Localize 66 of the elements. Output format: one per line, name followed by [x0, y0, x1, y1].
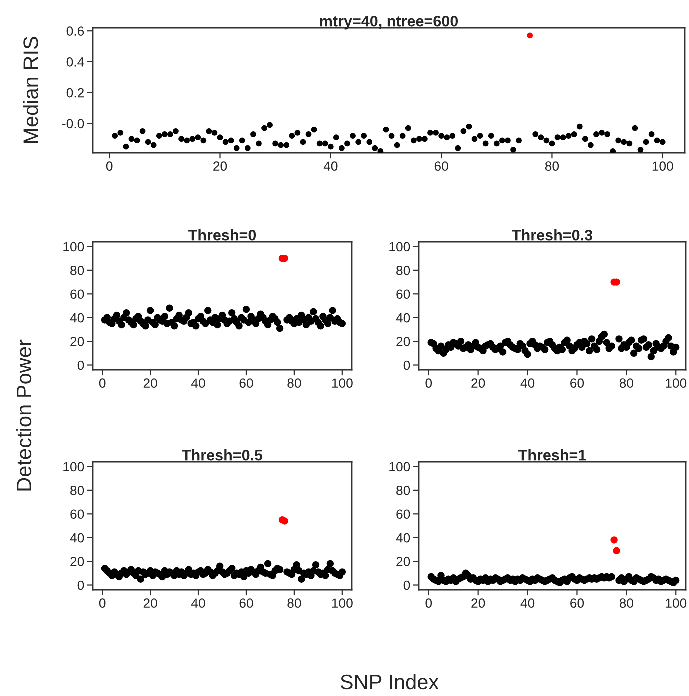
y-tick-label: 20 [70, 337, 84, 346]
y-tick-label: 80 [70, 486, 84, 496]
x-tick-label: 20 [472, 378, 486, 388]
x-tick-label: 40 [191, 598, 206, 608]
y-tick-label: 60 [396, 290, 410, 300]
y-tick-label: 0 [404, 360, 410, 370]
y-tick-label: 60 [396, 510, 410, 520]
x-tick-label: 0 [99, 378, 106, 388]
y-tick-label: 80 [396, 266, 410, 276]
y-tick-label: 20 [396, 557, 410, 566]
x-tick-label: 60 [570, 598, 584, 608]
y-tick-label: 80 [396, 486, 410, 496]
x-axis-title: SNP Index [340, 674, 439, 690]
chart-title: Thresh=0.3 [512, 230, 592, 241]
chart-title: Thresh=0.5 [182, 450, 263, 461]
y-tick-label: 100 [64, 242, 84, 252]
x-tick-label: 60 [434, 162, 448, 172]
y-tick-label: 40 [396, 313, 410, 323]
y-tick-label: 0.6 [66, 26, 84, 36]
x-tick-label: 60 [570, 378, 584, 388]
y-tick-label: -0.0 [62, 119, 84, 129]
x-tick-label: 60 [240, 378, 254, 388]
y-tick-label: 60 [70, 510, 84, 520]
x-tick-label: 80 [288, 378, 302, 388]
y-tick-label: 60 [70, 290, 84, 300]
y-tick-label: 0 [404, 580, 410, 590]
x-tick-label: 100 [332, 378, 353, 388]
x-tick-label: 100 [332, 598, 353, 608]
x-tick-label: 60 [240, 598, 254, 608]
x-tick-label: 0 [99, 598, 106, 608]
chart-title: mtry=40, ntree=600 [320, 16, 458, 30]
x-tick-label: 20 [214, 162, 228, 172]
x-tick-label: 20 [144, 598, 158, 608]
x-tick-label: 80 [545, 162, 560, 172]
x-tick-label: 40 [324, 162, 338, 172]
x-tick-label: 40 [520, 378, 535, 388]
x-tick-label: 100 [652, 162, 674, 172]
chart-title: Thresh=1 [518, 450, 586, 461]
y-tick-label: 100 [390, 242, 410, 252]
y-tick-label: 100 [390, 462, 410, 472]
y-tick-label: 80 [70, 266, 84, 276]
chart-title: Thresh=0 [188, 230, 256, 241]
x-tick-label: 100 [666, 378, 687, 388]
y-tick-label: 0 [78, 580, 84, 590]
x-tick-label: 0 [426, 598, 432, 608]
y-tick-label: 40 [70, 313, 84, 323]
x-tick-label: 80 [620, 598, 634, 608]
y-tick-label: 20 [396, 337, 410, 346]
x-tick-label: 0 [426, 378, 432, 388]
y-tick-label: 0.4 [66, 58, 84, 67]
y-tick-label: 0 [78, 360, 84, 370]
x-tick-label: 20 [472, 598, 486, 608]
x-tick-label: 80 [620, 378, 634, 388]
y-axis-title: Median RIS [23, 37, 38, 144]
y-tick-label: 40 [70, 533, 84, 543]
x-tick-label: 40 [520, 598, 535, 608]
y-tick-label: 0.2 [66, 88, 84, 98]
x-tick-label: 40 [191, 378, 206, 388]
y-tick-label: 40 [396, 533, 410, 543]
y-tick-label: 100 [64, 462, 84, 472]
x-tick-label: 20 [144, 378, 158, 388]
x-tick-label: 100 [666, 598, 687, 608]
y-tick-label: 20 [70, 557, 84, 566]
x-tick-label: 0 [106, 162, 113, 172]
y-axis-title: Detection Power [16, 340, 32, 491]
x-tick-label: 80 [288, 598, 302, 608]
